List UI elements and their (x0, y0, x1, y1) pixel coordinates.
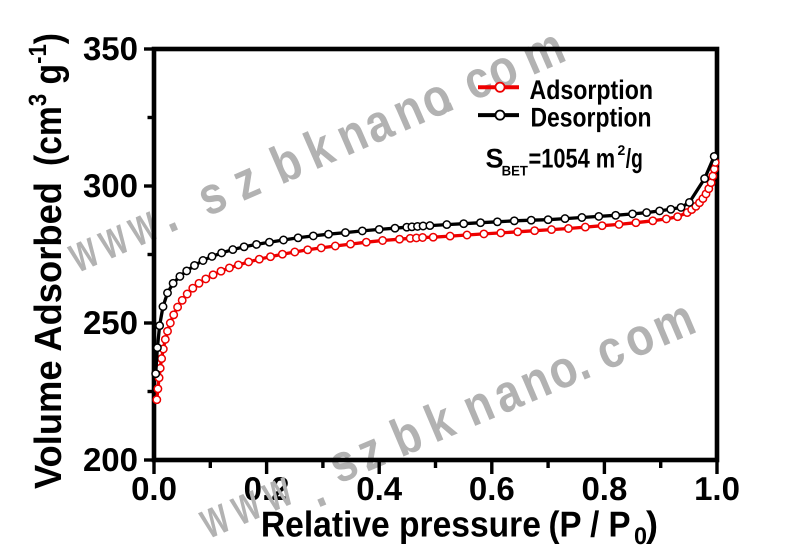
svg-text:200: 200 (83, 441, 138, 478)
svg-text:): ) (646, 504, 658, 545)
svg-text:/g: /g (626, 143, 643, 173)
svg-text:BET: BET (502, 163, 529, 179)
svg-text:2: 2 (618, 142, 626, 158)
svg-text:350: 350 (83, 30, 138, 67)
svg-text:250: 250 (83, 304, 138, 341)
svg-text:Relative pressure: Relative pressure (261, 504, 541, 545)
svg-text:S: S (486, 143, 504, 173)
svg-text:Adsorption: Adsorption (530, 75, 654, 105)
svg-text:0.8: 0.8 (581, 470, 627, 507)
svg-text:=1054 m: =1054 m (529, 143, 616, 173)
svg-text:Desorption: Desorption (531, 102, 652, 132)
svg-text:300: 300 (83, 167, 138, 204)
svg-text:0.4: 0.4 (356, 470, 403, 507)
svg-text:0.6: 0.6 (469, 470, 515, 507)
svg-text:(P / P: (P / P (549, 504, 631, 545)
svg-text:0.2: 0.2 (244, 470, 290, 507)
svg-text:1.0: 1.0 (694, 470, 740, 507)
svg-text:Volume Adsorbed: Volume Adsorbed (28, 182, 70, 489)
svg-text:0: 0 (634, 523, 647, 550)
svg-text:0.0: 0.0 (131, 470, 177, 507)
